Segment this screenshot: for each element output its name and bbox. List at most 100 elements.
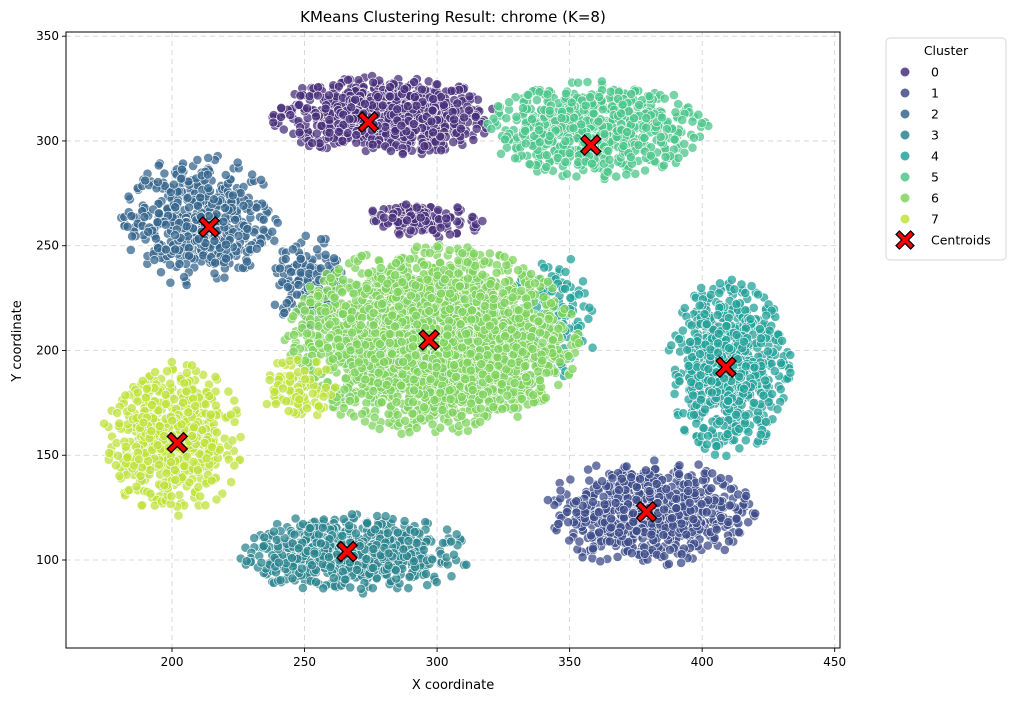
data-point: [578, 553, 587, 562]
data-point: [449, 550, 458, 559]
data-point: [707, 388, 716, 397]
data-point: [352, 565, 361, 574]
data-point: [776, 385, 785, 394]
data-point: [629, 509, 638, 518]
data-point: [770, 367, 779, 376]
data-point: [561, 157, 570, 166]
data-point: [423, 581, 432, 590]
data-point: [438, 538, 447, 547]
data-point: [505, 98, 514, 107]
data-point: [319, 584, 328, 593]
data-point: [574, 78, 583, 87]
data-point: [563, 507, 572, 516]
data-point: [603, 167, 612, 176]
data-point: [607, 514, 616, 523]
data-point: [288, 245, 297, 254]
data-point: [314, 83, 323, 92]
data-point: [742, 491, 751, 500]
data-point: [156, 268, 165, 277]
data-point: [416, 213, 425, 222]
data-point: [209, 195, 218, 204]
data-point: [378, 101, 387, 110]
data-point: [614, 486, 623, 495]
data-point: [584, 465, 593, 474]
data-point: [242, 257, 251, 266]
data-point: [447, 86, 456, 95]
data-point: [622, 170, 631, 179]
data-point: [228, 191, 237, 200]
data-point: [301, 231, 310, 240]
data-point: [594, 117, 603, 126]
data-point: [675, 335, 684, 344]
data-point: [704, 364, 713, 373]
data-point: [171, 203, 180, 212]
x-axis-label: X coordinate: [412, 678, 494, 693]
data-point: [617, 109, 626, 118]
data-point: [756, 430, 765, 439]
data-point: [730, 285, 739, 294]
data-point: [732, 330, 741, 339]
data-point: [429, 128, 438, 137]
data-point: [753, 415, 762, 424]
data-point: [569, 113, 578, 122]
data-point: [645, 92, 654, 101]
data-point: [689, 391, 698, 400]
data-point: [724, 396, 733, 405]
data-point: [677, 550, 686, 559]
data-point: [472, 124, 481, 133]
data-point: [647, 530, 656, 539]
data-point: [154, 161, 163, 170]
data-point: [421, 569, 430, 578]
data-point: [347, 103, 356, 112]
data-point: [402, 216, 411, 225]
data-point: [672, 494, 681, 503]
data-point: [338, 136, 347, 145]
data-point: [762, 311, 771, 320]
data-point: [554, 519, 563, 528]
data-point: [487, 124, 496, 133]
data-point: [695, 349, 704, 358]
data-point: [660, 505, 669, 514]
data-point: [565, 149, 574, 158]
data-point: [381, 512, 390, 521]
data-point: [613, 552, 622, 561]
data-point: [703, 541, 712, 550]
data-point: [286, 110, 295, 119]
data-point: [662, 484, 671, 493]
data-point: [316, 539, 325, 548]
data-point: [756, 334, 765, 343]
data-point: [177, 165, 186, 174]
data-point: [393, 105, 402, 114]
data-point: [684, 361, 693, 370]
data-point: [141, 176, 150, 185]
data-point: [295, 128, 304, 137]
data-point: [347, 510, 356, 519]
data-point: [445, 230, 454, 239]
data-point: [566, 255, 575, 264]
data-point: [305, 92, 314, 101]
data-point: [701, 405, 710, 414]
data-point: [688, 143, 697, 152]
data-point: [182, 222, 191, 231]
data-point: [250, 533, 259, 542]
data-point: [657, 113, 666, 122]
data-point: [193, 155, 202, 164]
data-point: [369, 563, 378, 572]
data-point: [665, 545, 674, 554]
data-point: [634, 141, 643, 150]
data-point: [585, 303, 594, 312]
data-point: [311, 112, 320, 121]
data-point: [193, 201, 202, 210]
data-point: [428, 106, 437, 115]
data-point: [670, 389, 679, 398]
data-point: [702, 440, 711, 449]
data-point: [150, 255, 159, 264]
data-point: [317, 121, 326, 130]
data-point: [713, 339, 722, 348]
data-point: [419, 545, 428, 554]
data-point: [334, 82, 343, 91]
data-point: [405, 572, 414, 581]
data-point: [674, 100, 683, 109]
data-point: [183, 193, 192, 202]
data-point: [622, 462, 631, 471]
